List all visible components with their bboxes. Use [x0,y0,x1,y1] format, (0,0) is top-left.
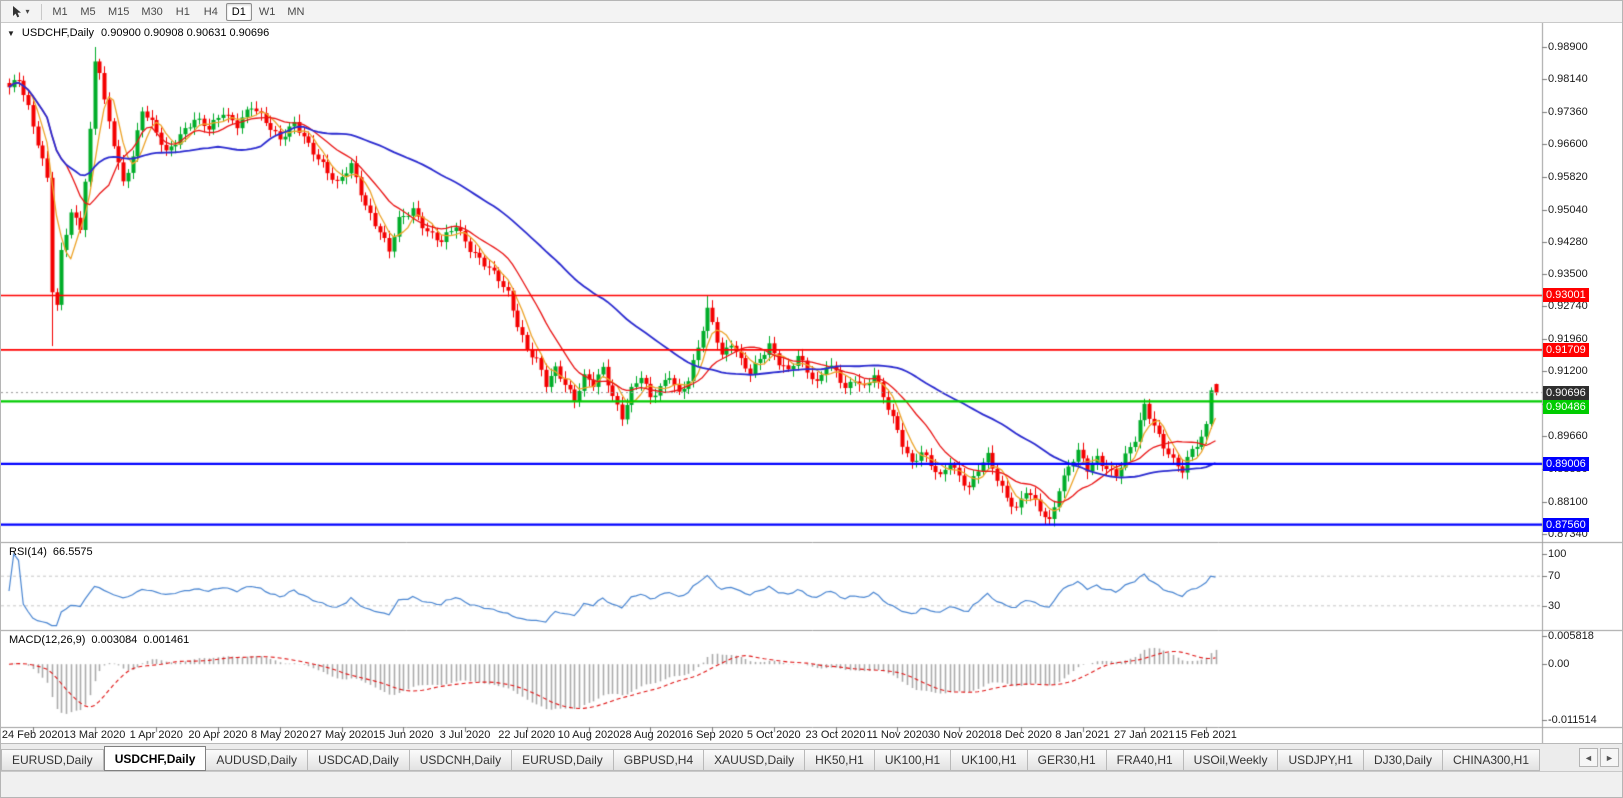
tab-scroll-controls: ◄ ► [1574,744,1622,771]
toolbar-separator [41,3,42,20]
chart-tab[interactable]: USDCAD,Daily [308,749,410,771]
rsi-indicator-label: RSI(14) 66.5575 [9,546,93,558]
price-tag: 0.91709 [1543,342,1589,357]
chart-tab[interactable]: UK100,H1 [874,749,952,771]
price-axis-label: 0.98900 [1548,41,1588,53]
chart-tab[interactable]: GBPUSD,H4 [613,749,705,771]
price-axis-label: 0.91960 [1548,333,1588,346]
chart-tab[interactable]: UK100,H1 [951,749,1028,771]
price-axis-label: 0.87340 [1548,527,1588,540]
price-axis-label: 0.91200 [1548,365,1588,378]
tabs-scroll-left-button[interactable]: ◄ [1579,748,1598,767]
chart-tab[interactable]: EURUSD,Daily [512,749,614,771]
price-axis-label: 0.96600 [1548,137,1588,150]
time-axis-label: 18 Dec 2020 [989,729,1052,741]
time-axis-label: 16 Sep 2020 [680,729,744,741]
macd-main-value: 0.003084 [91,634,138,646]
chart-tab[interactable]: AUDUSD,Daily [206,749,309,771]
macd-axis-label: 0.005818 [1548,630,1594,642]
timeframe-button-m30[interactable]: M30 [141,5,163,18]
chart-symbol-label: USDCHF,Daily [21,27,95,39]
price-tag: 0.90486 [1543,399,1589,414]
time-axis-label: 13 Mar 2020 [63,729,126,741]
price-chart-canvas[interactable] [1,23,1622,743]
time-axis-label: 20 Apr 2020 [188,729,248,741]
time-axis-label: 27 Jan 2021 [1113,729,1175,741]
timeframe-button-mn[interactable]: MN [287,5,305,18]
dropdown-caret-icon: ▾ [25,7,30,16]
timeframes-toolbar: ▾ M1 M5 M15 M30 H1 H4 D1 W1 MN [1,1,1622,23]
time-axis-label: 11 Nov 2020 [866,729,929,741]
time-axis-label: 15 Jun 2020 [372,729,434,741]
chart-tabs: EURUSD,Daily USDCHF,Daily AUDUSD,Daily USDC… [1,746,1541,771]
chart-tab[interactable]: FRA40,H1 [1106,749,1184,771]
rsi-axis-label: 30 [1548,599,1561,612]
time-axis-label: 28 Aug 2020 [619,729,682,741]
chart-tab[interactable]: EURUSD,Daily [1,749,104,771]
chart-tab[interactable]: GER30,H1 [1027,749,1107,771]
chart-tab[interactable]: USOil,Weekly [1183,749,1279,771]
rsi-axis-label: 70 [1548,570,1561,583]
price-tag: 0.89006 [1543,456,1589,471]
price-axis-label: 0.98140 [1548,73,1588,86]
time-axis-label: 22 Jul 2020 [498,729,556,741]
time-axis-label: 27 May 2020 [309,729,374,741]
rsi-axis-label: 100 [1548,548,1567,560]
timeframe-button-h4[interactable]: H4 [203,5,218,18]
cursor-tool-button[interactable]: ▾ [6,3,36,21]
chart-ohlc-values: 0.90900 0.90908 0.90631 0.90696 [101,27,270,39]
timeframe-button-m1[interactable]: M1 [52,5,68,18]
tabs-scroll-right-button[interactable]: ► [1600,748,1619,767]
time-axis-label: 15 Feb 2021 [1175,729,1237,741]
status-bar [1,771,1622,797]
chart-tab[interactable]: CHINA300,H1 [1442,749,1541,771]
chart-tab[interactable]: USDCHF,Daily [103,746,207,771]
macd-name: MACD(12,26,9) [9,634,86,646]
chart-area: ▼ USDCHF,Daily 0.90900 0.90908 0.90631 0… [1,23,1622,743]
chart-tab[interactable]: DJ30,Daily [1363,749,1443,771]
price-axis-label: 0.95820 [1548,170,1588,183]
timeframe-button-d1[interactable]: D1 [225,2,252,21]
price-tag: 0.90696 [1543,385,1589,400]
price-tag: 0.87560 [1543,517,1589,532]
time-axis-label: 8 May 2020 [251,729,309,741]
price-axis-label: 0.97360 [1548,105,1588,118]
price-axis-label: 0.94280 [1548,235,1588,248]
time-axis-label: 24 Feb 2020 [1,729,64,741]
macd-signal-value: 0.001461 [143,634,190,646]
timeframe-button-w1[interactable]: W1 [258,5,276,18]
timeframe-button-h1[interactable]: H1 [175,5,190,18]
price-axis-label: 0.92740 [1548,300,1588,313]
price-axis-label: 0.89660 [1548,430,1588,443]
price-axis-label: 0.88100 [1548,495,1588,508]
chart-tab[interactable]: HK50,H1 [805,749,875,771]
rsi-name: RSI(14) [9,546,47,558]
one-click-trading-triangle-icon[interactable]: ▼ [7,28,15,38]
chart-tab[interactable]: XAUUSD,Daily [704,749,806,771]
time-axis-label: 1 Apr 2020 [129,729,183,741]
macd-axis-label: -0.011514 [1548,714,1597,726]
time-axis-label: 5 Oct 2020 [746,729,801,741]
charts-tab-bar: EURUSD,Daily USDCHF,Daily AUDUSD,Daily USDC… [1,743,1622,771]
time-axis-label: 30 Nov 2020 [927,729,991,741]
macd-indicator-label: MACD(12,26,9) 0.003084 0.001461 [9,634,189,646]
price-axis-label: 0.93500 [1548,268,1588,281]
time-axis-label: 8 Jan 2021 [1055,729,1110,741]
rsi-value: 66.5575 [52,546,93,558]
price-axis-label: 0.95040 [1548,203,1588,216]
chart-header: ▼ USDCHF,Daily 0.90900 0.90908 0.90631 0… [7,27,269,39]
price-tag: 0.93001 [1543,288,1589,303]
chart-tab[interactable]: USDCNH,Daily [409,749,513,771]
timeframe-button-m5[interactable]: M5 [80,5,96,18]
time-axis-label: 23 Oct 2020 [805,729,866,741]
time-axis-label: 10 Aug 2020 [557,729,620,741]
macd-axis-label: 0.00 [1548,658,1570,671]
timeframe-button-m15[interactable]: M15 [108,5,130,18]
pointer-icon [12,5,23,18]
timeframe-buttons-group: M1 M5 M15 M30 H1 H4 D1 W1 MN [46,2,310,21]
time-axis-label: 3 Jul 2020 [439,729,491,741]
chart-tab[interactable]: USDJPY,H1 [1278,749,1364,771]
